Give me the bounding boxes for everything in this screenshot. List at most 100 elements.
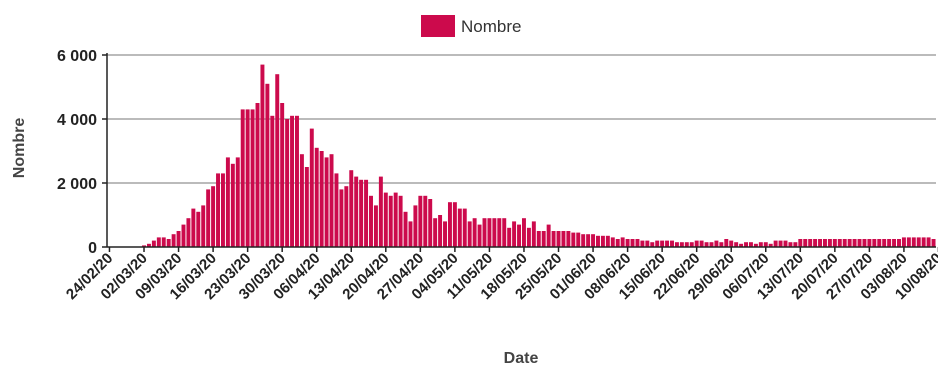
bar[interactable]	[260, 64, 265, 247]
bar[interactable]	[739, 243, 744, 247]
bar[interactable]	[220, 173, 225, 247]
bar[interactable]	[393, 192, 398, 247]
bar[interactable]	[867, 239, 872, 247]
bar[interactable]	[581, 234, 586, 247]
bar[interactable]	[591, 234, 596, 247]
bar[interactable]	[665, 240, 670, 247]
bar[interactable]	[709, 242, 714, 247]
bar[interactable]	[507, 227, 512, 247]
bar[interactable]	[359, 179, 364, 247]
bar[interactable]	[452, 202, 457, 247]
bar[interactable]	[798, 239, 803, 247]
bar[interactable]	[487, 218, 492, 247]
bar[interactable]	[319, 151, 324, 247]
bar[interactable]	[373, 205, 378, 247]
bar[interactable]	[270, 115, 275, 247]
bar[interactable]	[788, 242, 793, 247]
bar[interactable]	[931, 239, 936, 247]
bar[interactable]	[438, 215, 443, 247]
bar[interactable]	[625, 239, 630, 247]
bar[interactable]	[378, 176, 383, 247]
bar[interactable]	[492, 218, 497, 247]
bar[interactable]	[280, 103, 285, 247]
bar[interactable]	[714, 240, 719, 247]
bar[interactable]	[670, 240, 674, 247]
bar[interactable]	[724, 239, 729, 247]
bar[interactable]	[684, 242, 689, 247]
bar[interactable]	[290, 115, 295, 247]
bar[interactable]	[556, 231, 561, 247]
bar[interactable]	[748, 242, 753, 247]
bar[interactable]	[146, 243, 151, 247]
bar[interactable]	[744, 242, 748, 247]
bar[interactable]	[536, 231, 541, 247]
bar[interactable]	[502, 218, 507, 247]
bar[interactable]	[620, 237, 625, 247]
bar[interactable]	[344, 186, 349, 247]
bar[interactable]	[191, 208, 196, 247]
bar[interactable]	[235, 157, 240, 247]
bar[interactable]	[443, 221, 447, 247]
bar[interactable]	[679, 242, 684, 247]
bar[interactable]	[926, 237, 931, 247]
bar[interactable]	[521, 218, 526, 247]
bar[interactable]	[813, 239, 818, 247]
bar[interactable]	[161, 237, 166, 247]
bar[interactable]	[275, 74, 280, 247]
bar[interactable]	[729, 240, 734, 247]
bar[interactable]	[911, 237, 916, 247]
bar[interactable]	[334, 173, 339, 247]
bar[interactable]	[423, 195, 428, 247]
bar[interactable]	[462, 208, 467, 247]
bar[interactable]	[245, 109, 250, 248]
bar[interactable]	[635, 239, 640, 247]
bar[interactable]	[531, 221, 536, 247]
bar[interactable]	[566, 231, 571, 247]
bar[interactable]	[299, 154, 304, 247]
bar[interactable]	[201, 205, 206, 247]
bar[interactable]	[768, 243, 773, 247]
bar[interactable]	[704, 242, 709, 247]
bar[interactable]	[482, 218, 487, 247]
bar[interactable]	[852, 239, 857, 247]
bar[interactable]	[309, 128, 314, 247]
bar[interactable]	[467, 221, 472, 247]
bar[interactable]	[329, 154, 334, 247]
bar[interactable]	[921, 237, 926, 247]
bar[interactable]	[576, 232, 581, 247]
bar[interactable]	[862, 239, 867, 247]
bar[interactable]	[354, 176, 359, 247]
bar[interactable]	[285, 119, 290, 247]
bar[interactable]	[433, 218, 438, 247]
bar[interactable]	[640, 240, 645, 247]
bar[interactable]	[906, 237, 911, 247]
bar[interactable]	[660, 240, 665, 247]
bar[interactable]	[383, 192, 388, 247]
bar[interactable]	[517, 224, 522, 247]
bar[interactable]	[561, 231, 566, 247]
legend[interactable]: Nombre	[421, 15, 521, 37]
bar[interactable]	[778, 240, 783, 247]
bar[interactable]	[832, 239, 837, 247]
bar[interactable]	[763, 242, 768, 247]
bar[interactable]	[186, 218, 191, 247]
bar[interactable]	[753, 243, 758, 247]
bar[interactable]	[418, 195, 423, 247]
bar[interactable]	[546, 224, 551, 247]
bar[interactable]	[447, 202, 452, 247]
bar[interactable]	[324, 157, 329, 247]
bar[interactable]	[142, 245, 146, 247]
bar[interactable]	[408, 221, 413, 247]
bar[interactable]	[571, 232, 576, 247]
bar[interactable]	[892, 239, 897, 247]
bar[interactable]	[541, 231, 546, 247]
bar[interactable]	[645, 240, 650, 247]
bar[interactable]	[181, 224, 186, 247]
bar[interactable]	[171, 234, 176, 247]
bar[interactable]	[369, 195, 373, 247]
bar[interactable]	[295, 115, 299, 247]
bar[interactable]	[837, 239, 842, 247]
bar[interactable]	[314, 147, 319, 247]
bar[interactable]	[887, 239, 892, 247]
bar[interactable]	[877, 239, 882, 247]
